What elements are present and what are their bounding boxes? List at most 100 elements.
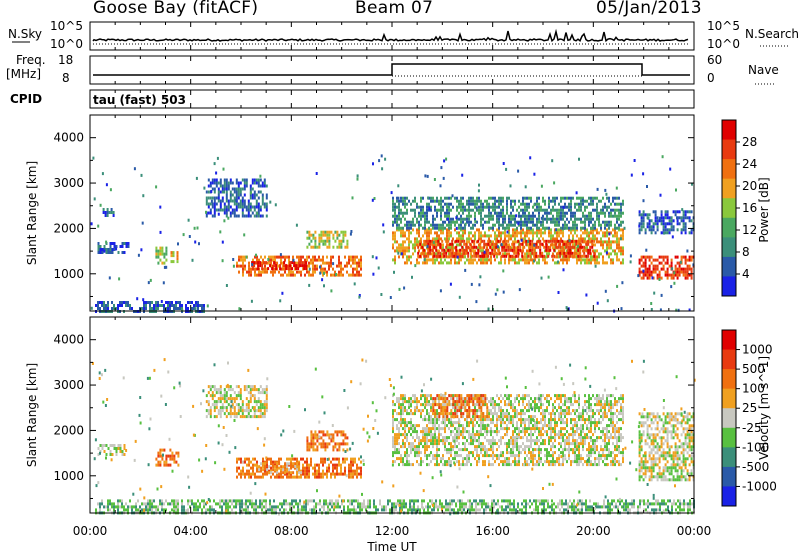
heat-cell [478,243,480,247]
heat-cell [672,210,675,214]
heat-cell [446,202,448,206]
heat-cell [101,301,103,304]
heat-cell [170,260,173,264]
heat-cell [573,254,576,258]
heat-cell [93,197,96,201]
heat-cell [596,202,598,206]
heat-cell [250,273,252,277]
heat-cell [547,254,550,258]
heat-cell [342,239,345,243]
heat-cell [558,243,560,247]
heat-cell [528,228,530,232]
heat-cell [167,301,169,304]
heat-cell [574,205,576,209]
heat-cell [466,199,468,203]
heat-cell [473,254,476,258]
heat-cell [529,242,532,246]
heat-cell [254,475,256,479]
heat-cell [326,475,328,479]
heat-cell [428,258,430,262]
heat-cell [495,502,497,506]
heat-cell [256,475,258,479]
heat-cell [656,228,659,232]
heat-cell [486,246,488,250]
heat-cell [330,261,332,265]
heat-cell [662,267,665,271]
heat-cell [618,211,620,215]
heat-cell [606,234,608,238]
heat-cell [397,196,400,200]
heat-cell [225,400,228,404]
heat-cell [688,216,691,220]
heat-cell [504,237,506,241]
heat-cell [264,465,267,469]
heat-cell [498,199,500,203]
heat-cell [398,223,400,227]
heat-cell [213,196,216,200]
heat-cell [642,219,645,223]
heat-cell [562,258,564,262]
heat-cell [621,499,623,503]
heat-cell [528,214,530,218]
heat-cell [604,231,606,235]
heat-cell [211,385,214,389]
heat-cell [330,439,333,443]
heat-cell [481,502,483,506]
heat-cell [324,460,326,464]
heat-cell [243,233,246,237]
heat-cell [621,505,623,509]
heat-cell [513,502,515,506]
heat-cell [414,243,416,247]
heat-cell [541,251,544,255]
heat-cell [261,391,264,395]
heat-cell [622,228,624,232]
cpid-row: CPID tau (fast) 503 [10,89,695,109]
heat-cell [397,251,400,255]
heat-cell [365,508,367,512]
heat-cell [314,436,317,440]
heat-cell [447,248,450,252]
heat-cell [633,499,635,503]
heat-cell [412,228,414,232]
heat-cell [223,181,226,185]
heat-cell [640,258,643,262]
heat-cell [456,237,458,241]
heat-cell [101,499,103,503]
heat-cell [123,251,126,254]
heat-cell [492,214,494,218]
heat-cell [247,391,250,395]
heat-cell [313,499,315,503]
heat-cell [465,245,468,249]
heat-cell [383,505,385,509]
heat-cell [346,245,349,249]
heat-cell [225,181,228,185]
heat-cell [552,252,554,256]
heat-cell [504,220,506,224]
heat-cell [348,463,350,467]
heat-cell [408,246,410,250]
heat-cell [598,220,600,224]
heat-cell [284,258,286,262]
heat-cell [579,502,581,506]
heat-cell [259,400,262,404]
heat-cell [647,505,649,509]
heat-cell [508,223,510,227]
heat-cell [614,234,616,238]
heat-cell [551,505,553,509]
heat-cell [258,475,260,479]
heat-cell [436,237,438,241]
heat-cell [454,258,456,262]
heat-cell [292,273,294,277]
heat-cell [450,261,452,265]
heat-cell [448,237,450,241]
heat-cell [650,228,653,232]
heat-cell [272,468,275,472]
heat-cell [356,475,358,479]
heat-cell [274,203,277,207]
heat-cell [462,234,464,238]
heat-cell [522,220,524,224]
heat-cell [483,254,486,258]
heat-cell [173,505,175,509]
heat-cell [352,258,354,262]
heat-cell [274,270,276,274]
